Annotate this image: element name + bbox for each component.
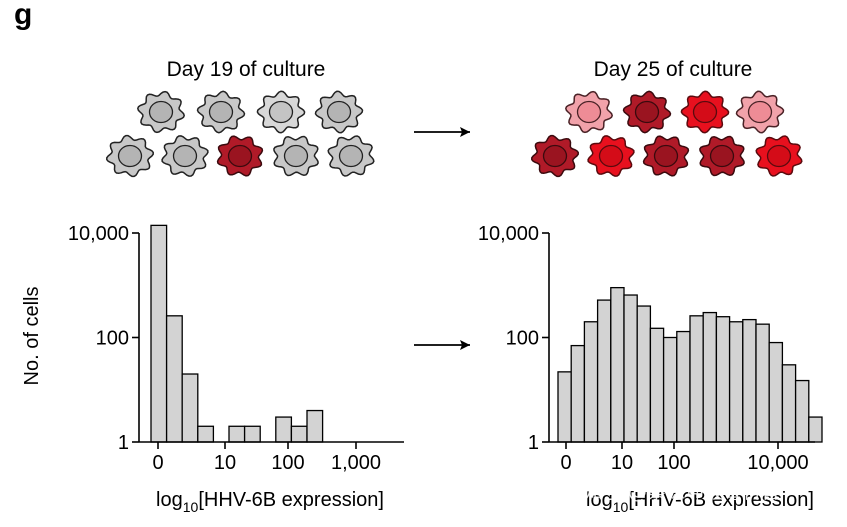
day19-cell-light-grey [256, 90, 306, 134]
day19-xlabel-log: log [156, 489, 183, 511]
day25-cell-pink [565, 90, 613, 134]
x-axis-label-right: log10[HHV-6B expression] [586, 489, 814, 515]
day25-cell-pink [735, 90, 785, 134]
panel-label: g [14, 0, 32, 31]
day19-xlabel-rest: [HHV-6B expression] [198, 489, 384, 511]
day25-xlabel-rest: [HHV-6B expression] [628, 489, 814, 511]
day19-y-tick-label: 1 [118, 432, 129, 454]
day19-cell-grey [137, 90, 185, 134]
day25-bar [768, 341, 784, 443]
day19-bar [181, 373, 199, 443]
day25-bar [728, 321, 744, 443]
day19-bar [290, 425, 308, 443]
day19-bar [165, 315, 183, 443]
day25-cell-red [680, 90, 730, 134]
day19-cell-grey [106, 134, 154, 178]
day19-xlabel-sub: 10 [183, 499, 199, 515]
day25-bar [583, 321, 599, 443]
day25-bar [808, 416, 823, 443]
day25-y-tick-label: 10,000 [478, 223, 539, 245]
day19-cell-grey [327, 135, 375, 177]
day19-y-tick-label: 100 [96, 328, 129, 350]
day19-cell-dark-red [216, 135, 264, 177]
day25-bar [742, 318, 757, 443]
day19-x-tick-label: 100 [271, 452, 304, 474]
day25-bar [596, 299, 612, 443]
day25-bar [794, 379, 810, 443]
left-title: Day 19 of culture [167, 58, 326, 81]
day25-cell-dark-red [531, 134, 579, 178]
day25-x-tick-label: 100 [657, 452, 690, 474]
day25-cell-dark-red [642, 135, 690, 177]
day25-cell-red [755, 135, 803, 177]
arrow-top-icon [414, 127, 470, 137]
day19-cell-grey [196, 90, 246, 134]
day19-x-tick-label: 0 [152, 452, 163, 474]
day25-bar [689, 315, 704, 443]
day25-bar [755, 323, 770, 443]
x-axis-label-left: log10[HHV-6B expression] [156, 489, 384, 515]
day25-x-tick-label: 0 [560, 452, 571, 474]
day25-bar [662, 336, 678, 443]
day19-y-tick-label: 10,000 [68, 223, 129, 245]
day19-bar [150, 224, 168, 443]
histogram-day19: 1 100 10,000 0 10 100 1,000 [68, 223, 404, 474]
day25-bar [557, 371, 572, 443]
day25-cell-dark-red [699, 135, 745, 177]
day25-bar [623, 294, 638, 443]
day19-cell-grey [314, 90, 364, 134]
day25-xlabel-sub: 10 [613, 499, 629, 515]
right-title: Day 25 of culture [594, 58, 753, 81]
histogram-day25: 1 100 10,000 0 10 100 10,000 [478, 223, 823, 474]
day19-x-tick-label: 1,000 [331, 452, 381, 474]
cells-day25-group [531, 90, 803, 178]
day25-cell-dark-red [622, 90, 672, 134]
day19-bar [243, 425, 261, 443]
day25-y-tick-label: 100 [506, 328, 539, 350]
day25-bar [649, 327, 665, 443]
day25-x-tick-label: 10 [611, 452, 633, 474]
day25-xlabel-log: log [586, 489, 613, 511]
day19-bar [306, 409, 324, 443]
cells-day19-group [106, 90, 375, 178]
day25-x-tick-label: 10,000 [747, 452, 808, 474]
day25-bar [610, 286, 625, 443]
y-axis-label: No. of cells [21, 287, 43, 386]
day19-bar [275, 416, 293, 443]
day25-bar [702, 311, 718, 443]
day25-bar [570, 344, 586, 443]
day19-cell-grey [273, 135, 319, 177]
day25-bar [676, 330, 691, 443]
day25-bar [636, 305, 652, 443]
day19-x-tick-label: 10 [214, 452, 236, 474]
day19-cell-grey [161, 135, 209, 177]
day25-bar [781, 364, 797, 443]
day19-bar [228, 425, 246, 443]
arrow-bottom-icon [414, 340, 470, 350]
day25-y-tick-label: 1 [528, 432, 539, 454]
watermark: 知乎 @蔡徐坤吸毒科普 [584, 481, 780, 503]
day25-bar [715, 316, 731, 443]
day25-cell-red [587, 135, 635, 177]
day19-bar [197, 425, 215, 443]
